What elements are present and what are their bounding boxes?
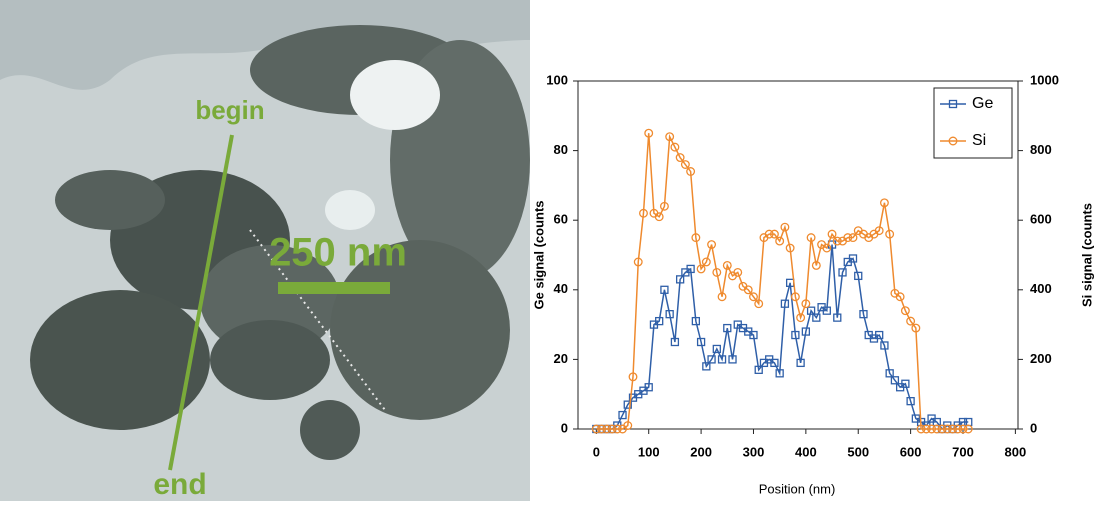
legend-label: Si [972, 132, 986, 149]
y2-tick-label: 600 [1030, 212, 1052, 227]
y2-tick-label: 200 [1030, 351, 1052, 366]
y2-axis-label: Si signal (counts [1079, 203, 1094, 307]
x-tick-label: 100 [638, 444, 660, 459]
page: begin 250 nm end Position (nm) Ge signal… [0, 0, 1099, 501]
series-line [596, 245, 968, 429]
x-tick-label: 800 [1005, 444, 1027, 459]
x-tick-label: 400 [795, 444, 817, 459]
tem-image: begin 250 nm end [0, 0, 530, 501]
y2-tick-label: 1000 [1030, 72, 1059, 87]
scale-label: 250 nm [269, 231, 407, 275]
y-tick-label: 100 [546, 72, 568, 87]
x-axis-label: Position (nm) [759, 481, 836, 496]
x-tick-label: 700 [952, 444, 974, 459]
y-tick-label: 0 [561, 420, 568, 435]
figure: begin 250 nm end Position (nm) Ge signal… [0, 0, 1099, 501]
legend-label: Ge [972, 95, 993, 112]
x-tick-label: 300 [743, 444, 765, 459]
y-tick-label: 60 [554, 212, 568, 227]
x-tick-label: 600 [900, 444, 922, 459]
end-label: end [153, 468, 206, 501]
y-tick-label: 40 [554, 281, 568, 296]
y2-tick-label: 800 [1030, 142, 1052, 157]
y-axis-label: Ge signal (counts [531, 200, 546, 309]
y-tick-label: 80 [554, 142, 568, 157]
x-tick-label: 0 [593, 444, 600, 459]
y2-tick-label: 400 [1030, 281, 1052, 296]
y-tick-label: 20 [554, 351, 568, 366]
x-tick-label: 500 [847, 444, 869, 459]
y2-tick-label: 0 [1030, 420, 1037, 435]
begin-label: begin [195, 95, 264, 125]
x-tick-label: 200 [690, 444, 712, 459]
